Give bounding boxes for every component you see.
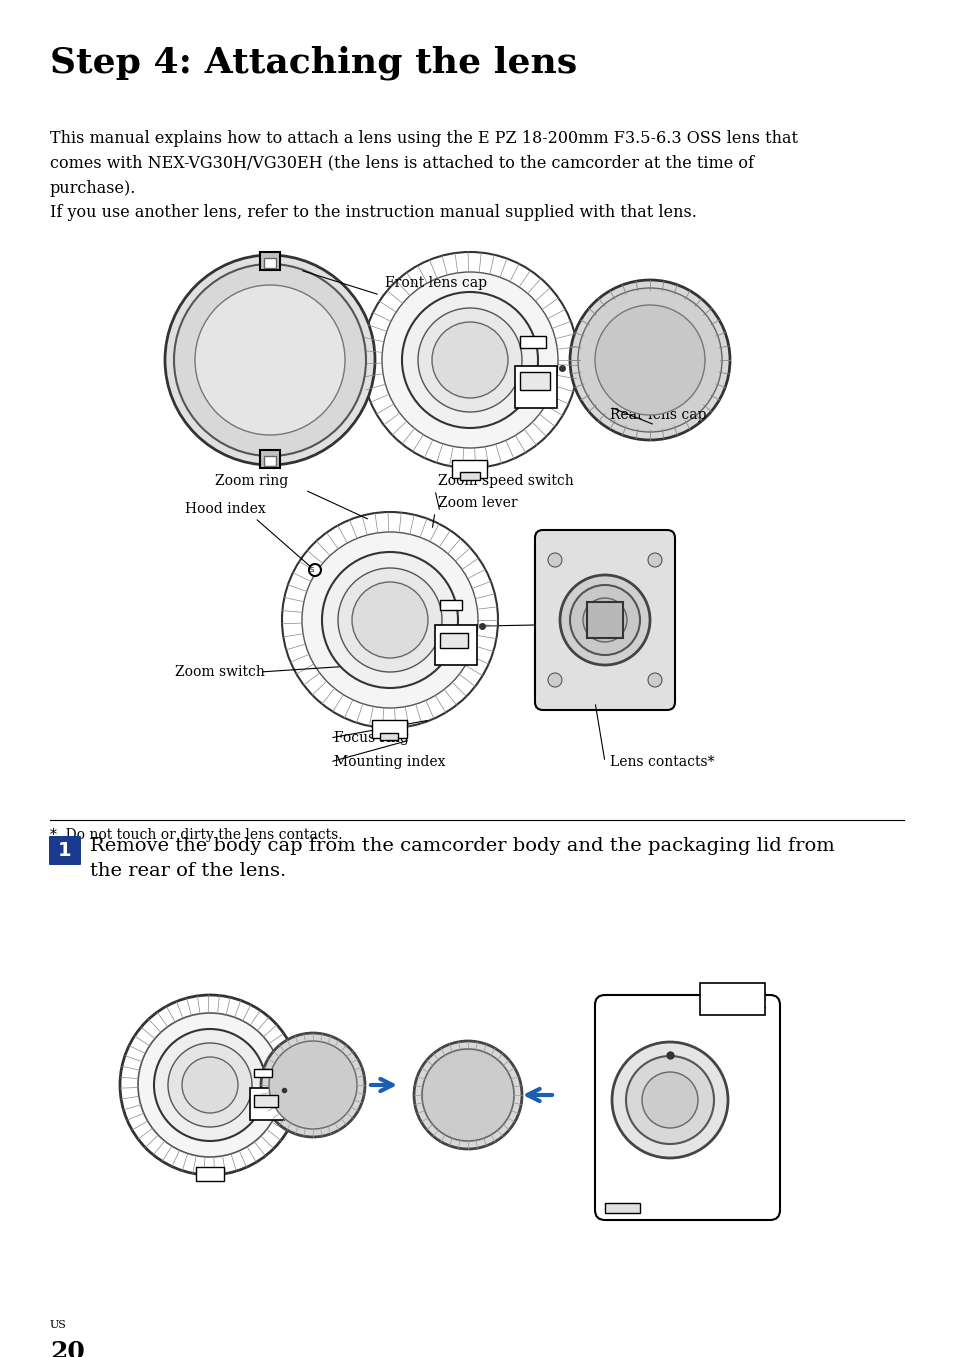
Circle shape [138, 1012, 282, 1158]
Bar [515, 366, 557, 408]
Circle shape [322, 552, 457, 688]
Bar [452, 460, 486, 478]
Text: Rear lens cap: Rear lens cap [609, 408, 706, 422]
Bar [604, 1204, 639, 1213]
Circle shape [647, 554, 661, 567]
Bar [253, 1095, 277, 1107]
Bar [519, 337, 545, 347]
Text: Focus ring: Focus ring [334, 731, 409, 745]
Circle shape [153, 1029, 266, 1141]
Circle shape [421, 1049, 514, 1141]
Circle shape [302, 532, 477, 708]
Text: Zoom ring: Zoom ring [214, 474, 288, 489]
Bar [700, 982, 764, 1015]
Bar [260, 451, 280, 468]
Circle shape [432, 322, 507, 398]
Circle shape [569, 280, 729, 440]
Circle shape [165, 255, 375, 465]
Bar [439, 632, 468, 649]
Circle shape [282, 512, 497, 727]
Circle shape [417, 308, 521, 413]
FancyBboxPatch shape [595, 995, 780, 1220]
Circle shape [595, 305, 704, 415]
Text: Lens contacts*: Lens contacts* [609, 754, 714, 769]
Text: S: S [310, 567, 314, 573]
Circle shape [625, 1056, 713, 1144]
Bar [253, 1069, 272, 1077]
Circle shape [173, 265, 366, 456]
Circle shape [309, 565, 320, 575]
Bar [264, 456, 275, 465]
Text: 1: 1 [58, 840, 71, 859]
Text: Remove the body cap from the camcorder body and the packaging lid from
the rear : Remove the body cap from the camcorder b… [90, 837, 834, 879]
Bar [519, 372, 550, 389]
Circle shape [559, 575, 649, 665]
Circle shape [647, 673, 661, 687]
FancyBboxPatch shape [535, 531, 675, 710]
Text: This manual explains how to attach a lens using the E PZ 18-200mm F3.5-6.3 OSS l: This manual explains how to attach a len… [50, 130, 797, 221]
Bar [372, 721, 407, 738]
Circle shape [381, 271, 558, 448]
Bar [195, 1167, 224, 1181]
Text: 20: 20 [50, 1339, 85, 1357]
Text: US: US [50, 1320, 67, 1330]
Circle shape [401, 292, 537, 427]
Circle shape [261, 1033, 365, 1137]
Circle shape [168, 1044, 252, 1128]
Bar [459, 472, 479, 480]
Circle shape [194, 285, 345, 436]
Circle shape [269, 1041, 356, 1129]
Circle shape [414, 1041, 521, 1149]
Bar [586, 603, 622, 638]
Circle shape [182, 1057, 237, 1113]
Circle shape [120, 995, 299, 1175]
Text: Zoom speed switch: Zoom speed switch [437, 474, 573, 489]
Circle shape [352, 582, 428, 658]
FancyBboxPatch shape [49, 836, 81, 864]
Circle shape [612, 1042, 727, 1158]
Text: Zoom switch: Zoom switch [174, 665, 265, 678]
Text: Hood index: Hood index [185, 502, 266, 516]
Text: Front lens cap: Front lens cap [385, 275, 486, 290]
Bar [379, 733, 397, 740]
Circle shape [337, 569, 441, 672]
Bar [260, 252, 280, 270]
Text: *  Do not touch or dirty the lens contacts.: * Do not touch or dirty the lens contact… [50, 828, 342, 841]
Circle shape [578, 288, 721, 432]
Bar [435, 626, 476, 665]
Bar [439, 600, 461, 611]
Text: Mounting index: Mounting index [334, 754, 445, 769]
Bar [250, 1088, 284, 1120]
Circle shape [547, 673, 561, 687]
Text: Zoom lever: Zoom lever [437, 497, 517, 510]
Circle shape [547, 554, 561, 567]
Bar [264, 258, 275, 267]
Text: Step 4: Attaching the lens: Step 4: Attaching the lens [50, 45, 577, 80]
Circle shape [569, 585, 639, 655]
Circle shape [361, 252, 578, 468]
Circle shape [641, 1072, 698, 1128]
Circle shape [582, 598, 626, 642]
